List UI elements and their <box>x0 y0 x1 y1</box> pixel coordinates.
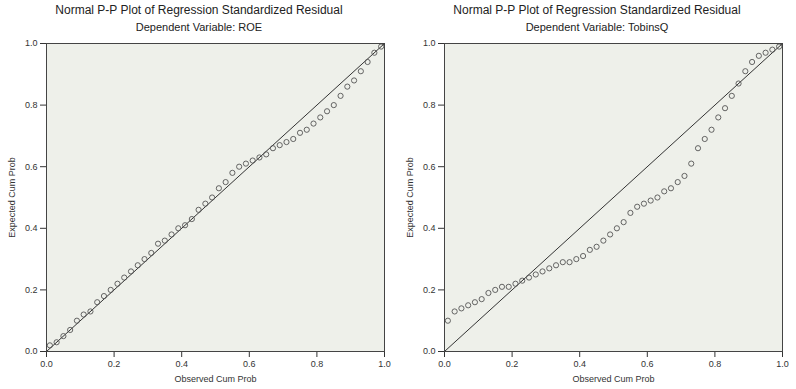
svg-text:1.0: 1.0 <box>378 359 391 369</box>
svg-text:Expected Cum Prob: Expected Cum Prob <box>405 157 415 238</box>
svg-text:0.0: 0.0 <box>423 346 436 356</box>
svg-text:0.6: 0.6 <box>641 359 654 369</box>
svg-text:1.0: 1.0 <box>25 38 38 48</box>
svg-text:1.0: 1.0 <box>776 359 789 369</box>
svg-text:Observed Cum Prob: Observed Cum Prob <box>174 374 256 384</box>
html-text:Normal P-P Plot of Regression: Normal P-P Plot of Regression Standardiz… <box>453 3 741 17</box>
svg-text:0.8: 0.8 <box>423 100 436 110</box>
svg-text:0.0: 0.0 <box>40 359 53 369</box>
svg-text:0.2: 0.2 <box>506 359 519 369</box>
svg-text:Expected Cum Prob: Expected Cum Prob <box>7 157 17 238</box>
html-text:Dependent Variable: TobinsQ: Dependent Variable: TobinsQ <box>525 21 669 33</box>
svg-text:0.0: 0.0 <box>25 346 38 356</box>
html-text:Dependent Variable: ROE: Dependent Variable: ROE <box>135 21 263 33</box>
svg-text:0.4: 0.4 <box>423 223 436 233</box>
svg-text:0.8: 0.8 <box>25 100 38 110</box>
svg-text:0.4: 0.4 <box>25 223 38 233</box>
svg-text:0.4: 0.4 <box>175 359 188 369</box>
svg-text:0.2: 0.2 <box>25 285 38 295</box>
svg-text:0.4: 0.4 <box>573 359 586 369</box>
svg-text:0.2: 0.2 <box>423 285 436 295</box>
svg-text:0.8: 0.8 <box>709 359 722 369</box>
svg-text:0.6: 0.6 <box>25 162 38 172</box>
svg-text:0.6: 0.6 <box>243 359 256 369</box>
svg-text:0.8: 0.8 <box>311 359 324 369</box>
svg-text:Observed Cum Prob: Observed Cum Prob <box>572 374 654 384</box>
html-text:Normal P-P Plot of Regression: Normal P-P Plot of Regression Standardiz… <box>55 3 343 17</box>
svg-text:0.6: 0.6 <box>423 162 436 172</box>
svg-text:0.2: 0.2 <box>108 359 121 369</box>
svg-text:0.0: 0.0 <box>438 359 451 369</box>
svg-text:1.0: 1.0 <box>423 38 436 48</box>
